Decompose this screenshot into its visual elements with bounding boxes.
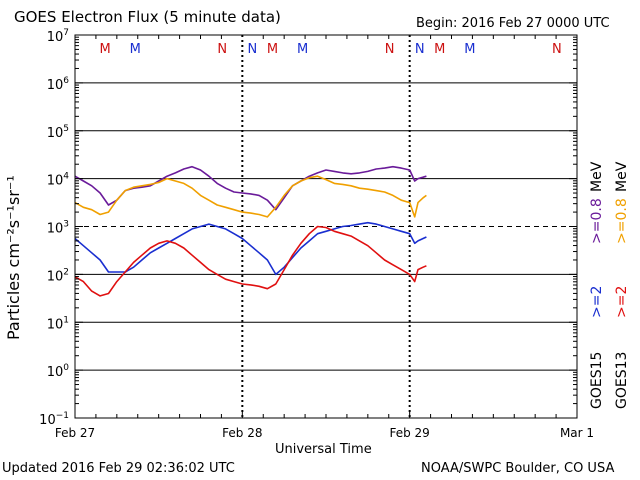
y-tick-label: 103 bbox=[47, 220, 69, 237]
y-tick-label: 107 bbox=[47, 28, 69, 45]
legend-unit-mev-2: MeV bbox=[614, 161, 630, 192]
x-axis-label: Universal Time bbox=[275, 442, 372, 457]
top-marker: M bbox=[297, 42, 308, 57]
y-tick-label: 105 bbox=[47, 124, 69, 141]
updated-timestamp: Updated 2016 Feb 29 02:36:02 UTC bbox=[2, 461, 235, 476]
y-tick-label: 102 bbox=[47, 267, 69, 284]
y-tick-label: 101 bbox=[47, 315, 69, 332]
grid-layer bbox=[75, 82, 577, 371]
top-marker: N bbox=[217, 42, 227, 57]
legend-goes13: GOES13 bbox=[614, 351, 630, 409]
top-marker: M bbox=[130, 42, 141, 57]
top-marker: N bbox=[385, 42, 395, 57]
legend-goes15-ge08: >=0.8 bbox=[589, 198, 605, 244]
x-tick-label: Feb 29 bbox=[389, 426, 429, 440]
x-tick-label: Feb 28 bbox=[222, 426, 262, 440]
y-tick-label: 100 bbox=[47, 363, 70, 380]
top-marker: M bbox=[434, 42, 445, 57]
legend-goes15: GOES15 bbox=[589, 351, 605, 409]
legend-unit-mev-1: MeV bbox=[589, 161, 605, 192]
x-tick-label: Mar 1 bbox=[560, 426, 594, 440]
y-tick-layer: 107 106 105 104 103 102 101 100 10−1 bbox=[39, 28, 577, 428]
top-marker: M bbox=[267, 42, 278, 57]
y-tick-label: 106 bbox=[47, 76, 70, 93]
x-tick-label: Feb 27 bbox=[55, 426, 95, 440]
series-line bbox=[74, 221, 427, 276]
series-line bbox=[74, 175, 427, 218]
day-boundary-layer bbox=[241, 35, 411, 418]
series-line bbox=[74, 165, 427, 211]
y-tick-label: 104 bbox=[47, 172, 70, 189]
credit-line: NOAA/SWPC Boulder, CO USA bbox=[421, 461, 615, 476]
top-marker: M bbox=[100, 42, 111, 57]
y-tick-label: 10−1 bbox=[39, 411, 69, 428]
top-marker: M bbox=[464, 42, 475, 57]
chart-title: GOES Electron Flux (5 minute data) bbox=[14, 8, 281, 26]
x-tick-layer: Feb 27 Feb 28 Feb 29 Mar 1 bbox=[55, 35, 594, 440]
top-marker: N bbox=[552, 42, 562, 57]
begin-time: Begin: 2016 Feb 27 0000 UTC bbox=[416, 16, 610, 31]
legend-goes13-ge08: >=0.8 bbox=[614, 198, 630, 244]
series-line bbox=[74, 225, 427, 297]
top-marker: N bbox=[415, 42, 425, 57]
y-axis-label: Particles cm⁻²s⁻¹sr⁻¹ bbox=[4, 175, 23, 340]
series-layer bbox=[74, 165, 427, 297]
legend-goes15-ge2: >=2 bbox=[589, 285, 605, 318]
legend-goes13-ge2: >=2 bbox=[614, 285, 630, 318]
top-marker: N bbox=[248, 42, 258, 57]
